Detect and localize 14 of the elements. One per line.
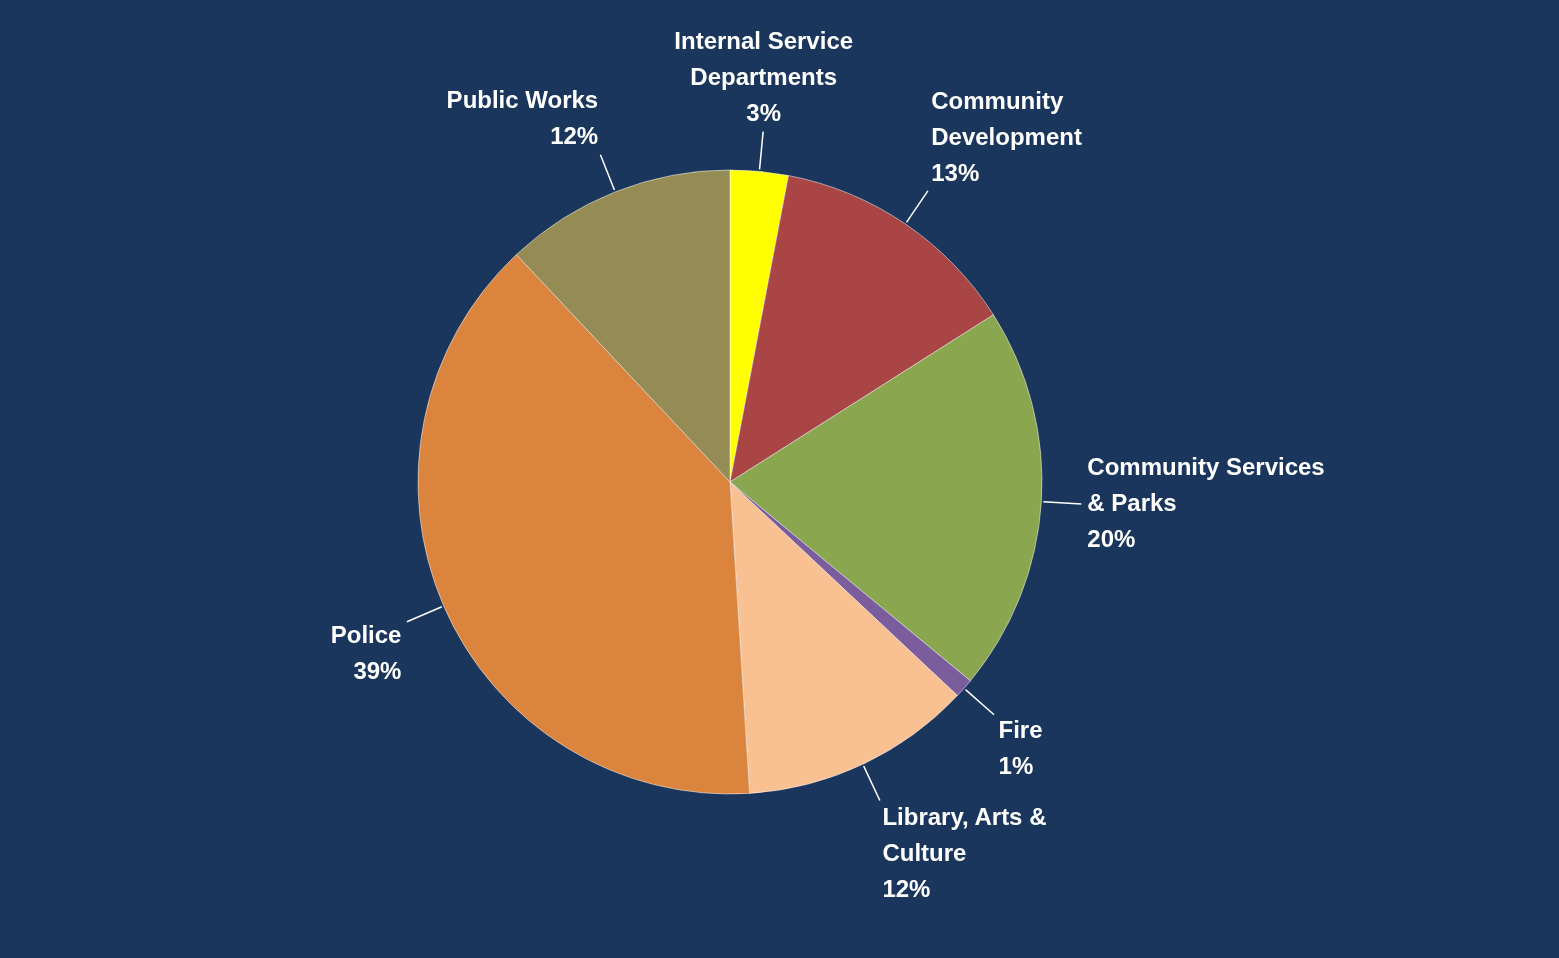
data-label: 3% <box>746 98 782 126</box>
data-label: 20% <box>1087 525 1136 553</box>
data-label: 12% <box>882 874 931 902</box>
slice-label: Public Works <box>446 86 599 114</box>
slice-label: Fire <box>998 715 1043 743</box>
data-label: 12% <box>550 122 599 150</box>
slice-label: Community Services & Parks <box>1087 453 1325 517</box>
slice-label: Library, Arts & Culture <box>882 802 1047 866</box>
data-label: 1% <box>998 751 1034 779</box>
slice-label: Internal Service Departments <box>674 26 854 90</box>
slice-label: Community Development <box>931 86 1082 150</box>
data-label: 13% <box>931 158 980 186</box>
slice-label: Police <box>330 621 402 649</box>
data-label: 39% <box>353 657 402 685</box>
